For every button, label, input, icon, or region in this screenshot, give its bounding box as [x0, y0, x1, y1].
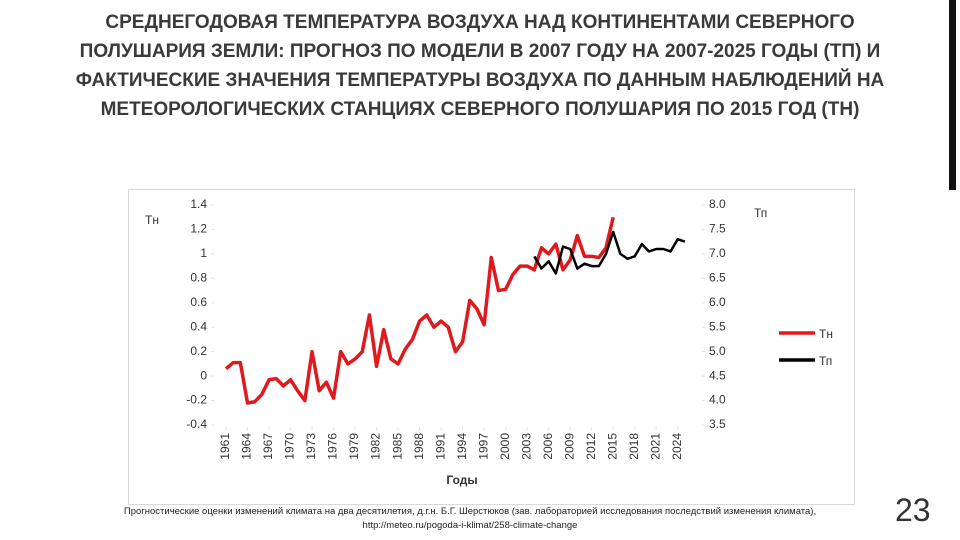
x-tick-label: 1976 — [326, 433, 340, 460]
y2-tick-label: 6.5 — [709, 271, 726, 285]
x-tick-label: 2024 — [670, 433, 684, 460]
y-tick-label: 0.6 — [190, 295, 207, 309]
x-tick-label: 1982 — [369, 433, 383, 460]
y-tick-label: 1.4 — [190, 197, 207, 211]
x-tick-label: 2009 — [562, 433, 576, 460]
y-axis-label: Тн — [145, 213, 159, 227]
series-line — [224, 216, 615, 405]
y2-tick-label: 8.0 — [709, 197, 726, 211]
x-tick-label: 1979 — [347, 433, 361, 460]
legend-label: Тп — [819, 354, 832, 368]
slide-title: СРЕДНЕГОДОВАЯ ТЕМПЕРАТУРА ВОЗДУХА НАД КО… — [75, 12, 885, 120]
y2-tick-label: 6.0 — [709, 295, 726, 309]
x-axis-label: Годы — [446, 473, 477, 487]
page-number: 23 — [895, 492, 931, 528]
x-tick-label: 1970 — [283, 433, 297, 460]
y2-tick-label: 3.5 — [709, 417, 726, 431]
y2-axis-label: Тп — [754, 206, 767, 220]
x-tick-label: 1988 — [412, 433, 426, 460]
x-tick-label: 2003 — [519, 433, 533, 460]
series-line — [533, 230, 686, 275]
x-tick-label: 1961 — [218, 433, 232, 460]
legend-label: Тн — [819, 327, 833, 341]
y-tick-label: -0.4 — [186, 417, 207, 431]
y2-tick-label: 7.0 — [709, 246, 726, 260]
decor-bar — [949, 0, 956, 190]
x-tick-label: 1964 — [240, 433, 254, 460]
x-tick-label: 2006 — [541, 433, 555, 460]
x-tick-label: 2018 — [627, 433, 641, 460]
x-tick-label: 1991 — [433, 433, 447, 460]
x-tick-label: 1967 — [261, 433, 275, 460]
y-tick-label: 0 — [200, 368, 207, 382]
chart-frame: Тн Тп Годы -0.4 -0.2 0 0.2 0.4 0.6 0.8 1 1.2 1.4 3… — [128, 189, 855, 505]
y-tick-label: 0.2 — [190, 344, 207, 358]
x-tick-label: 2015 — [605, 433, 619, 460]
x-tick-label: 2000 — [498, 433, 512, 460]
x-tick-label: 1994 — [455, 433, 469, 460]
x-tick-label: 2021 — [648, 433, 662, 460]
x-tick-label: 1997 — [476, 433, 490, 460]
y-tick-label: 0.4 — [190, 319, 207, 333]
y-tick-label: 1 — [200, 246, 207, 260]
footnote-line: http://meteo.ru/pogoda-i-klimat/258-clim… — [362, 520, 578, 531]
footnote: Прогностические оценки изменений климата… — [60, 505, 880, 533]
chart: Тн Тп Годы -0.4 -0.2 0 0.2 0.4 0.6 0.8 1 1.2 1.4 3… — [145, 197, 833, 487]
y-tick-label: 1.2 — [190, 222, 207, 236]
x-tick-label: 1973 — [304, 433, 318, 460]
x-tick-label: 2012 — [584, 433, 598, 460]
y2-tick-label: 5.0 — [709, 344, 726, 358]
x-tick-label: 1985 — [390, 433, 404, 460]
y2-tick-label: 4.5 — [709, 368, 726, 382]
y-tick-label: 0.8 — [190, 271, 207, 285]
y2-tick-label: 4.0 — [709, 393, 726, 407]
y2-tick-label: 5.5 — [709, 319, 726, 333]
y2-tick-label: 7.5 — [709, 222, 726, 236]
y-tick-label: -0.2 — [186, 393, 207, 407]
footnote-line: Прогностические оценки изменений климата… — [123, 506, 817, 517]
